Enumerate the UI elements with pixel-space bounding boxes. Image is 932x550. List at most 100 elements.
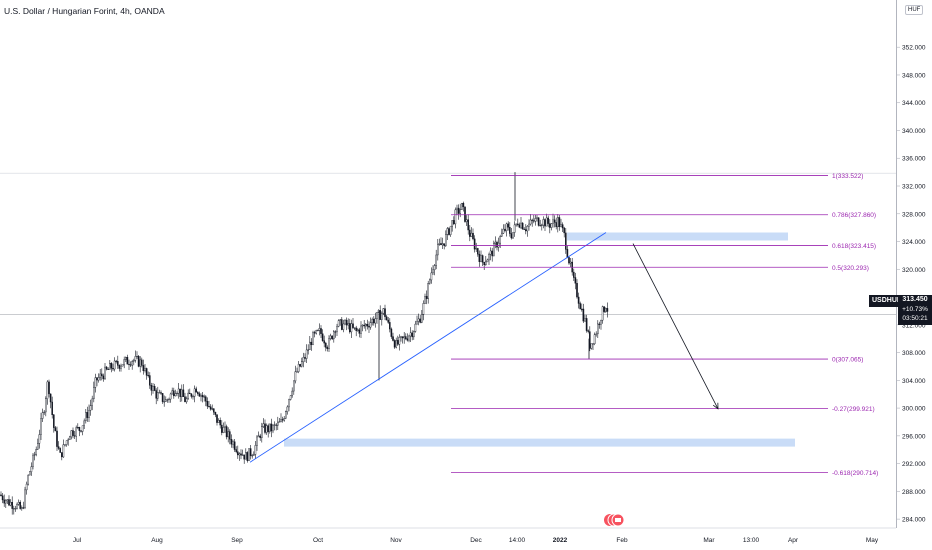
candle bbox=[371, 317, 374, 326]
x-tick-label: Feb bbox=[616, 537, 628, 544]
candle bbox=[46, 380, 49, 405]
candle-body bbox=[227, 431, 230, 438]
x-tick-label: 13:00 bbox=[743, 537, 760, 544]
candle-body bbox=[389, 322, 391, 330]
candle-body bbox=[25, 483, 28, 491]
candle bbox=[353, 327, 356, 331]
candle bbox=[416, 315, 418, 325]
candle bbox=[45, 396, 47, 417]
candle-body bbox=[510, 233, 513, 239]
candle-body bbox=[35, 449, 37, 455]
y-tick-label: 292.000 bbox=[902, 461, 926, 468]
event-flag-icon[interactable] bbox=[603, 513, 625, 527]
candle-body bbox=[462, 202, 465, 208]
candle bbox=[425, 290, 428, 305]
candle bbox=[3, 494, 5, 507]
candle-body bbox=[185, 398, 188, 403]
candle-body bbox=[323, 340, 326, 344]
candle bbox=[360, 321, 362, 338]
candle-body bbox=[605, 308, 607, 312]
candle bbox=[14, 505, 17, 512]
candle-body bbox=[515, 223, 517, 226]
candle bbox=[123, 356, 125, 369]
candle bbox=[99, 369, 101, 381]
candle-body bbox=[328, 338, 330, 350]
candle bbox=[68, 435, 71, 440]
candle-body bbox=[449, 225, 452, 235]
candle-body bbox=[228, 431, 231, 440]
candle-body bbox=[267, 425, 270, 432]
candle bbox=[277, 416, 279, 430]
candle-body bbox=[236, 451, 239, 456]
candle-body bbox=[294, 371, 297, 382]
candle bbox=[195, 386, 198, 393]
candle-body bbox=[243, 454, 246, 460]
candle bbox=[481, 254, 484, 266]
candle-body bbox=[68, 436, 71, 440]
candle bbox=[291, 387, 294, 398]
candle-body bbox=[171, 390, 174, 395]
candle bbox=[585, 314, 588, 333]
candle bbox=[107, 367, 109, 370]
candle-body bbox=[518, 224, 521, 228]
candle-body bbox=[88, 409, 90, 418]
candle-body bbox=[414, 323, 417, 332]
candle-body bbox=[33, 454, 36, 456]
currency-badge[interactable]: HUF bbox=[905, 5, 924, 15]
candle-body bbox=[496, 241, 498, 248]
x-tick-label: Sep bbox=[231, 537, 243, 544]
candle-body bbox=[6, 499, 9, 502]
candle-body bbox=[459, 209, 462, 214]
candle-body bbox=[353, 327, 356, 329]
candle bbox=[161, 393, 164, 404]
candle bbox=[517, 218, 519, 227]
candle bbox=[43, 409, 45, 415]
candle-body bbox=[581, 308, 583, 310]
candle bbox=[414, 320, 417, 333]
candle-body bbox=[280, 419, 282, 422]
candle bbox=[262, 418, 265, 428]
candle bbox=[56, 426, 58, 451]
candle bbox=[270, 418, 273, 438]
candle bbox=[152, 383, 154, 394]
y-tick-label: 336.000 bbox=[902, 156, 926, 163]
candle-body bbox=[390, 328, 393, 337]
candle bbox=[544, 218, 546, 232]
fib-level-label: 1(333.522) bbox=[832, 173, 863, 180]
candle bbox=[312, 330, 314, 346]
candle-body bbox=[8, 499, 10, 506]
candle bbox=[132, 358, 135, 366]
candle-body bbox=[541, 224, 543, 226]
candle-body bbox=[443, 243, 446, 246]
candle-body bbox=[597, 323, 599, 335]
x-tick-label: May bbox=[866, 537, 879, 544]
candle bbox=[485, 256, 487, 266]
candle bbox=[337, 319, 340, 328]
candle bbox=[473, 235, 476, 253]
candle-body bbox=[132, 360, 135, 362]
candle-body bbox=[172, 390, 175, 397]
candle-body bbox=[430, 272, 433, 281]
candle-body bbox=[457, 207, 460, 214]
candle bbox=[169, 392, 172, 403]
candle-body bbox=[565, 232, 567, 250]
price-change: +10.73% bbox=[902, 305, 928, 313]
candle-body bbox=[115, 360, 117, 362]
y-tick-label: 324.000 bbox=[902, 239, 926, 246]
candle bbox=[116, 355, 119, 369]
candle-body bbox=[432, 269, 434, 274]
candle bbox=[302, 352, 305, 368]
candle-body bbox=[16, 504, 18, 509]
candle bbox=[398, 334, 401, 351]
candle bbox=[478, 250, 481, 267]
candle bbox=[59, 447, 61, 453]
candle bbox=[606, 302, 609, 318]
candle bbox=[73, 430, 76, 440]
candle-body bbox=[222, 427, 225, 433]
candle bbox=[196, 391, 199, 396]
candle-body bbox=[11, 502, 14, 509]
candle bbox=[193, 385, 196, 403]
candle bbox=[35, 446, 37, 457]
candle-body bbox=[387, 319, 390, 323]
